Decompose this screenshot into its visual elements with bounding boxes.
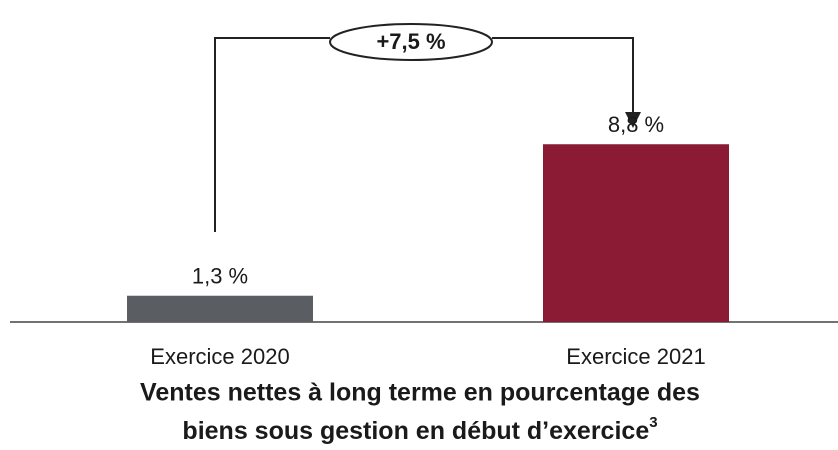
connector (492, 37, 634, 114)
chart-title: biens sous gestion en début d’exercice (182, 417, 649, 445)
bar (543, 144, 729, 322)
chart-title: biens sous gestion en début d’exercice3 (182, 414, 657, 445)
x-tick-label: Exercice 2020 (150, 344, 289, 369)
bar (127, 295, 313, 322)
annotation: +7,5 % (376, 29, 445, 54)
connector (214, 37, 330, 232)
chart-title: Ventes nettes à long terme en pourcentag… (140, 379, 700, 407)
arrow-head (625, 112, 641, 128)
annotation-bubble (329, 23, 493, 61)
value-label: 1,3 % (192, 264, 248, 289)
footnote-mark: 3 (649, 414, 657, 431)
x-tick-label: Exercice 2021 (566, 344, 705, 369)
value-label: 8,8 % (608, 112, 664, 137)
